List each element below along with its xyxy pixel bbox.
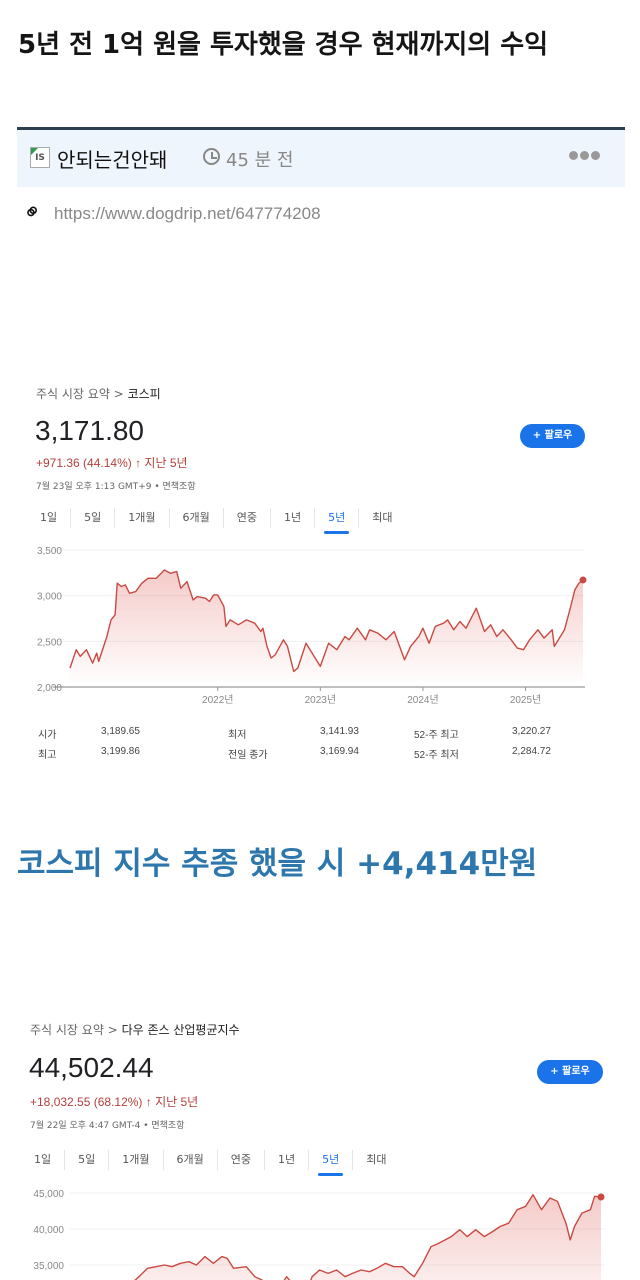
- stat-value: 3,189.65: [101, 726, 140, 737]
- y-tick-label: 3,000: [37, 592, 62, 603]
- series-line: [134, 1194, 602, 1280]
- stat-label: 최고: [38, 750, 57, 761]
- y-tick-label: 45,000: [33, 1189, 64, 1200]
- y-tick-label: 3,500: [37, 546, 62, 557]
- post-title: 5년 전 1억 원을 투자했을 경우 현재까지의 수익: [18, 30, 549, 60]
- price-change: +971.36 (44.14%) ↑ 지난 5년: [36, 456, 188, 470]
- x-tick-label: 2022년: [202, 694, 233, 706]
- tab-4[interactable]: 연중: [218, 1150, 265, 1170]
- index-price: 44,502.44: [29, 1052, 154, 1083]
- timestamp: 7월 22일 오후 4:47 GMT-4 • 면책조항: [30, 1121, 185, 1131]
- clock-icon: [203, 148, 220, 165]
- y-tick-label: 2,500: [37, 637, 62, 648]
- stat-label: 시가: [38, 730, 57, 741]
- stat-label: 최저: [228, 730, 247, 741]
- post-link[interactable]: https://www.dogdrip.net/647774208: [54, 204, 321, 223]
- tab-6[interactable]: 5년: [309, 1150, 354, 1176]
- stat-value: 3,199.86: [101, 746, 140, 757]
- stat-label: 52-주 최저: [414, 750, 459, 761]
- tab-0[interactable]: 1일: [21, 1150, 66, 1170]
- last-point-marker: [597, 1193, 605, 1201]
- link-icon: ⚭: [17, 197, 49, 228]
- area-fill: [74, 1194, 601, 1280]
- author-name[interactable]: 안되는건안돼: [57, 148, 168, 172]
- kospi-chart: 2,000 2,500 3,000 3,500 2022년 2023년 2024년 2025년: [37, 546, 587, 706]
- post-meta-bar: IS 안되는건안돼 45 분 전: [17, 130, 625, 187]
- breadcrumb-prefix[interactable]: 주식 시장 요약 >: [36, 387, 128, 401]
- board-icon: IS: [30, 147, 50, 168]
- tab-1[interactable]: 5일: [71, 508, 116, 528]
- more-options-icon[interactable]: [569, 151, 602, 160]
- tab-4[interactable]: 연중: [224, 508, 271, 528]
- breadcrumb: 주식 시장 요약 > 다우 존스 산업평균지수: [30, 1021, 240, 1038]
- y-tick-label: 2,000: [37, 683, 62, 694]
- stat-label: 52-주 최고: [414, 730, 459, 741]
- tab-3[interactable]: 6개월: [170, 508, 224, 528]
- range-tabs: 1일 5일 1개월 6개월 연중 1년 5년 최대: [27, 508, 406, 534]
- x-tick-label: 2024년: [407, 694, 438, 706]
- tab-5[interactable]: 1년: [265, 1150, 310, 1170]
- tab-7[interactable]: 최대: [372, 511, 393, 524]
- stat-value: 3,141.93: [320, 726, 359, 737]
- stats-table: 시가 3,189.65 최저 3,141.93 52-주 최고 3,220.27…: [0, 726, 640, 766]
- breadcrumb-current: 다우 존스 산업평균지수: [121, 1023, 240, 1037]
- tab-2[interactable]: 1개월: [115, 508, 170, 528]
- stat-label: 전일 종가: [228, 750, 268, 761]
- tab-2[interactable]: 1개월: [109, 1150, 164, 1170]
- stat-value: 3,169.94: [320, 746, 359, 757]
- tab-6[interactable]: 5년: [315, 508, 360, 534]
- price-change: +18,032.55 (68.12%) ↑ 지난 5년: [30, 1095, 199, 1109]
- x-tick-label: 2025년: [510, 694, 541, 706]
- stat-value: 2,284.72: [512, 746, 551, 757]
- dow-chart: 35,000 40,000 45,000: [33, 1189, 605, 1280]
- y-tick-label: 35,000: [33, 1261, 64, 1272]
- breadcrumb-current: 코스피: [127, 387, 161, 401]
- breadcrumb: 주식 시장 요약 > 코스피: [36, 385, 161, 402]
- y-tick-label: 40,000: [33, 1225, 64, 1236]
- area-fill: [70, 570, 583, 687]
- post-time: 45 분 전: [226, 150, 294, 171]
- tab-3[interactable]: 6개월: [164, 1150, 218, 1170]
- follow-button[interactable]: + 팔로우: [520, 424, 585, 448]
- stat-value: 3,220.27: [512, 726, 551, 737]
- index-price: 3,171.80: [35, 415, 144, 446]
- last-point-marker: [579, 576, 587, 584]
- breadcrumb-prefix[interactable]: 주식 시장 요약 >: [30, 1023, 122, 1037]
- tab-1[interactable]: 5일: [65, 1150, 110, 1170]
- series-line: [69, 569, 584, 673]
- timestamp: 7월 23일 오후 1:13 GMT+9 • 면책조항: [36, 482, 196, 492]
- headline: 코스피 지수 추종 했을 시 +4,414만원: [17, 846, 538, 882]
- tab-0[interactable]: 1일: [27, 508, 72, 528]
- tab-5[interactable]: 1년: [271, 508, 316, 528]
- tab-7[interactable]: 최대: [366, 1153, 387, 1166]
- x-tick-label: 2023년: [305, 694, 336, 706]
- range-tabs: 1일 5일 1개월 6개월 연중 1년 5년 최대: [21, 1150, 400, 1176]
- divider: [17, 127, 625, 130]
- follow-button[interactable]: + 팔로우: [537, 1060, 603, 1084]
